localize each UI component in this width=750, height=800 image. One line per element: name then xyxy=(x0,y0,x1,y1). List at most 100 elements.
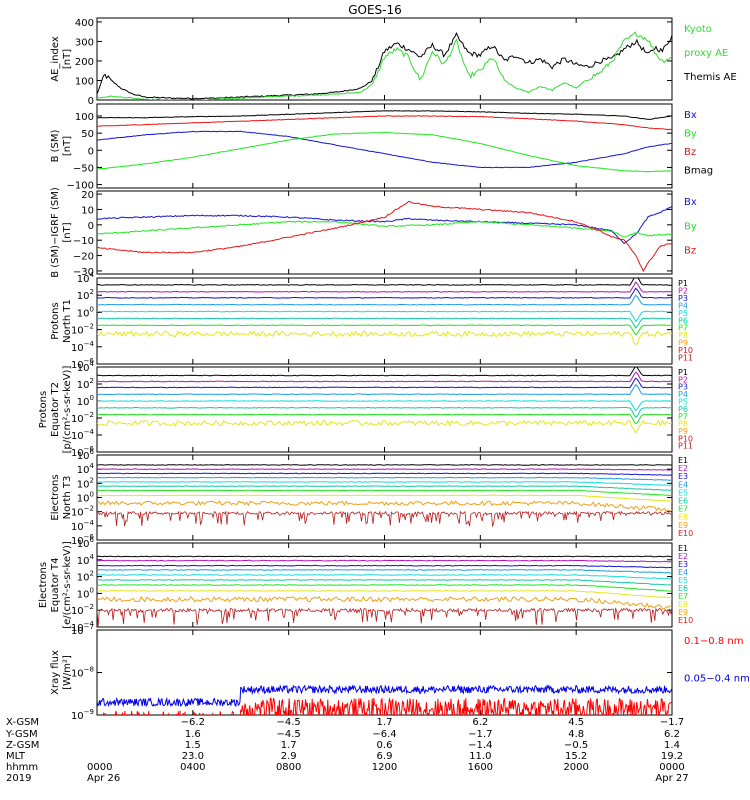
series-line xyxy=(97,472,672,476)
series-group xyxy=(97,278,672,346)
legend-entry: E5 xyxy=(678,576,688,585)
legend-entry: E2 xyxy=(678,464,688,473)
legend-entry: P4 xyxy=(678,390,688,399)
y-tick-label: 104 xyxy=(77,271,95,285)
series-group xyxy=(97,464,672,527)
y-tick-label: 100 xyxy=(77,305,94,319)
y-axis-label: [e/(cm²-s-sr-keV)] xyxy=(62,541,73,629)
y-tick-label: 102 xyxy=(77,377,94,391)
ephemeris-row-label: MLT xyxy=(6,751,26,762)
panel-frame xyxy=(96,454,673,541)
ephemeris-row-label: Z-GSM xyxy=(6,740,39,751)
y-axis-label: [nT] xyxy=(62,136,73,156)
y-tick-label: 50 xyxy=(81,129,94,140)
y-tick-label: 106 xyxy=(77,448,95,462)
panel-ae: 0 100 200 300 400 AE_index [nT] Kyoto proxy AE Th… xyxy=(50,17,737,107)
series-line xyxy=(97,371,672,383)
y-tick-label: 100 xyxy=(77,394,94,408)
y-tick-label: 10−8 xyxy=(71,666,94,680)
legend-entry: Bx xyxy=(684,110,697,121)
series-group xyxy=(97,555,672,627)
legend-entry: 0.1−0.8 nm xyxy=(684,636,743,647)
series-line xyxy=(97,31,672,100)
ephemeris-cell: 19.2 xyxy=(661,751,683,762)
ephemeris-cell: 1.7 xyxy=(377,717,393,728)
legend-entry: E1 xyxy=(678,544,688,553)
y-axis-label: North T3 xyxy=(62,476,73,520)
panel-b_sm: −100 −50 0 50 100 B (SM) [nT] Bx By Bz Bmag xyxy=(50,103,713,192)
ephemeris-cell: −1.7 xyxy=(660,717,684,728)
series-line xyxy=(97,464,672,466)
y-tick-label: 102 xyxy=(77,288,94,302)
legend-entry: E3 xyxy=(678,472,688,481)
y-axis-label: B (SM)−IGRF (SM) xyxy=(50,187,61,278)
legend-entry: E8 xyxy=(678,600,688,609)
series-line xyxy=(97,110,672,120)
series-line xyxy=(97,500,672,512)
ephemeris-cell: 2000 xyxy=(563,762,588,773)
y-axis-label: [W/m²] xyxy=(62,655,73,690)
ephemeris-cell: 0000 xyxy=(659,762,684,773)
series-line xyxy=(97,683,672,708)
panel-protons_t1: 10−6 10−4 10−2 100 102 104 Protons North T1 P1P2… xyxy=(50,271,693,371)
y-axis-label: Equator T2 xyxy=(50,382,61,437)
legend-entry: P7 xyxy=(678,412,688,421)
panel-protons_t2: 10−6 10−4 10−2 100 102 104 Protons Equator T2 [p… xyxy=(38,360,693,459)
y-axis-label: [p/(cm²-s-sr-keV)] xyxy=(62,366,73,454)
plot-title: GOES-16 xyxy=(348,3,402,17)
series-line xyxy=(97,468,672,471)
y-axis-label: Xray flux xyxy=(50,650,61,695)
y-axis-label: Protons xyxy=(50,302,61,339)
series-line xyxy=(97,281,672,293)
legend-entry: P5 xyxy=(678,397,688,406)
y-tick-label: 10−7 xyxy=(71,623,94,637)
y-tick-label: 10−2 xyxy=(71,323,94,337)
series-line xyxy=(97,481,672,486)
ephemeris-cell: 6.2 xyxy=(664,729,680,740)
panel-xray: 10−9 10−8 10−7 Xray flux [W/m²] 0.1−0.8 nm 0.0… xyxy=(50,623,750,722)
series-line-noisy xyxy=(97,510,672,527)
series-line xyxy=(97,200,672,273)
y-tick-label: 106 xyxy=(77,536,95,550)
ephemeris-cell: −4.5 xyxy=(277,729,301,740)
series-group xyxy=(97,367,672,434)
series-line xyxy=(97,324,672,336)
legend-entry: P6 xyxy=(678,405,688,414)
ephemeris-cell: 0400 xyxy=(180,762,205,773)
ephemeris-cell: 0800 xyxy=(276,762,301,773)
y-tick-label: −50 xyxy=(73,163,94,174)
y-tick-label: 10−2 xyxy=(71,411,94,425)
legend-entry: P1 xyxy=(678,368,688,377)
y-tick-label: 10−6 xyxy=(71,357,95,371)
ephemeris-cell: 1200 xyxy=(372,762,397,773)
y-axis-label: Electrons xyxy=(38,562,49,608)
legend-entry: P8 xyxy=(678,331,688,340)
ephemeris-row-label: Y-GSM xyxy=(5,729,38,740)
y-axis-label: Protons xyxy=(38,391,49,428)
ephemeris-row-label: 2019 xyxy=(6,773,31,784)
ephemeris-cell: 1.4 xyxy=(664,740,680,751)
series-line xyxy=(97,419,672,434)
legend-entry: P11 xyxy=(678,354,693,363)
legend-entry: P4 xyxy=(678,301,688,310)
legend-entry: P1 xyxy=(678,279,688,288)
legend-entry: E6 xyxy=(678,497,688,506)
y-axis-label: AE_index xyxy=(50,36,61,82)
series-group xyxy=(97,31,672,100)
y-tick-label: 100 xyxy=(77,491,94,505)
y-tick-label: 200 xyxy=(75,57,94,68)
ephemeris-cell: 15.2 xyxy=(565,751,587,762)
panel-electrons_t4: 10−4 10−2 100 102 104 106 Electrons Equator T4[… xyxy=(38,536,693,634)
y-tick-label: 0 xyxy=(88,146,94,157)
series-line xyxy=(97,559,672,563)
ephemeris-cell: 1600 xyxy=(468,762,493,773)
legend-entry: E2 xyxy=(678,552,688,561)
series-line xyxy=(97,287,672,299)
ephemeris-cell: −1.7 xyxy=(468,729,492,740)
y-axis-label: Electrons xyxy=(50,474,61,520)
series-group xyxy=(97,110,672,173)
y-axis-label: [nT] xyxy=(62,49,73,69)
